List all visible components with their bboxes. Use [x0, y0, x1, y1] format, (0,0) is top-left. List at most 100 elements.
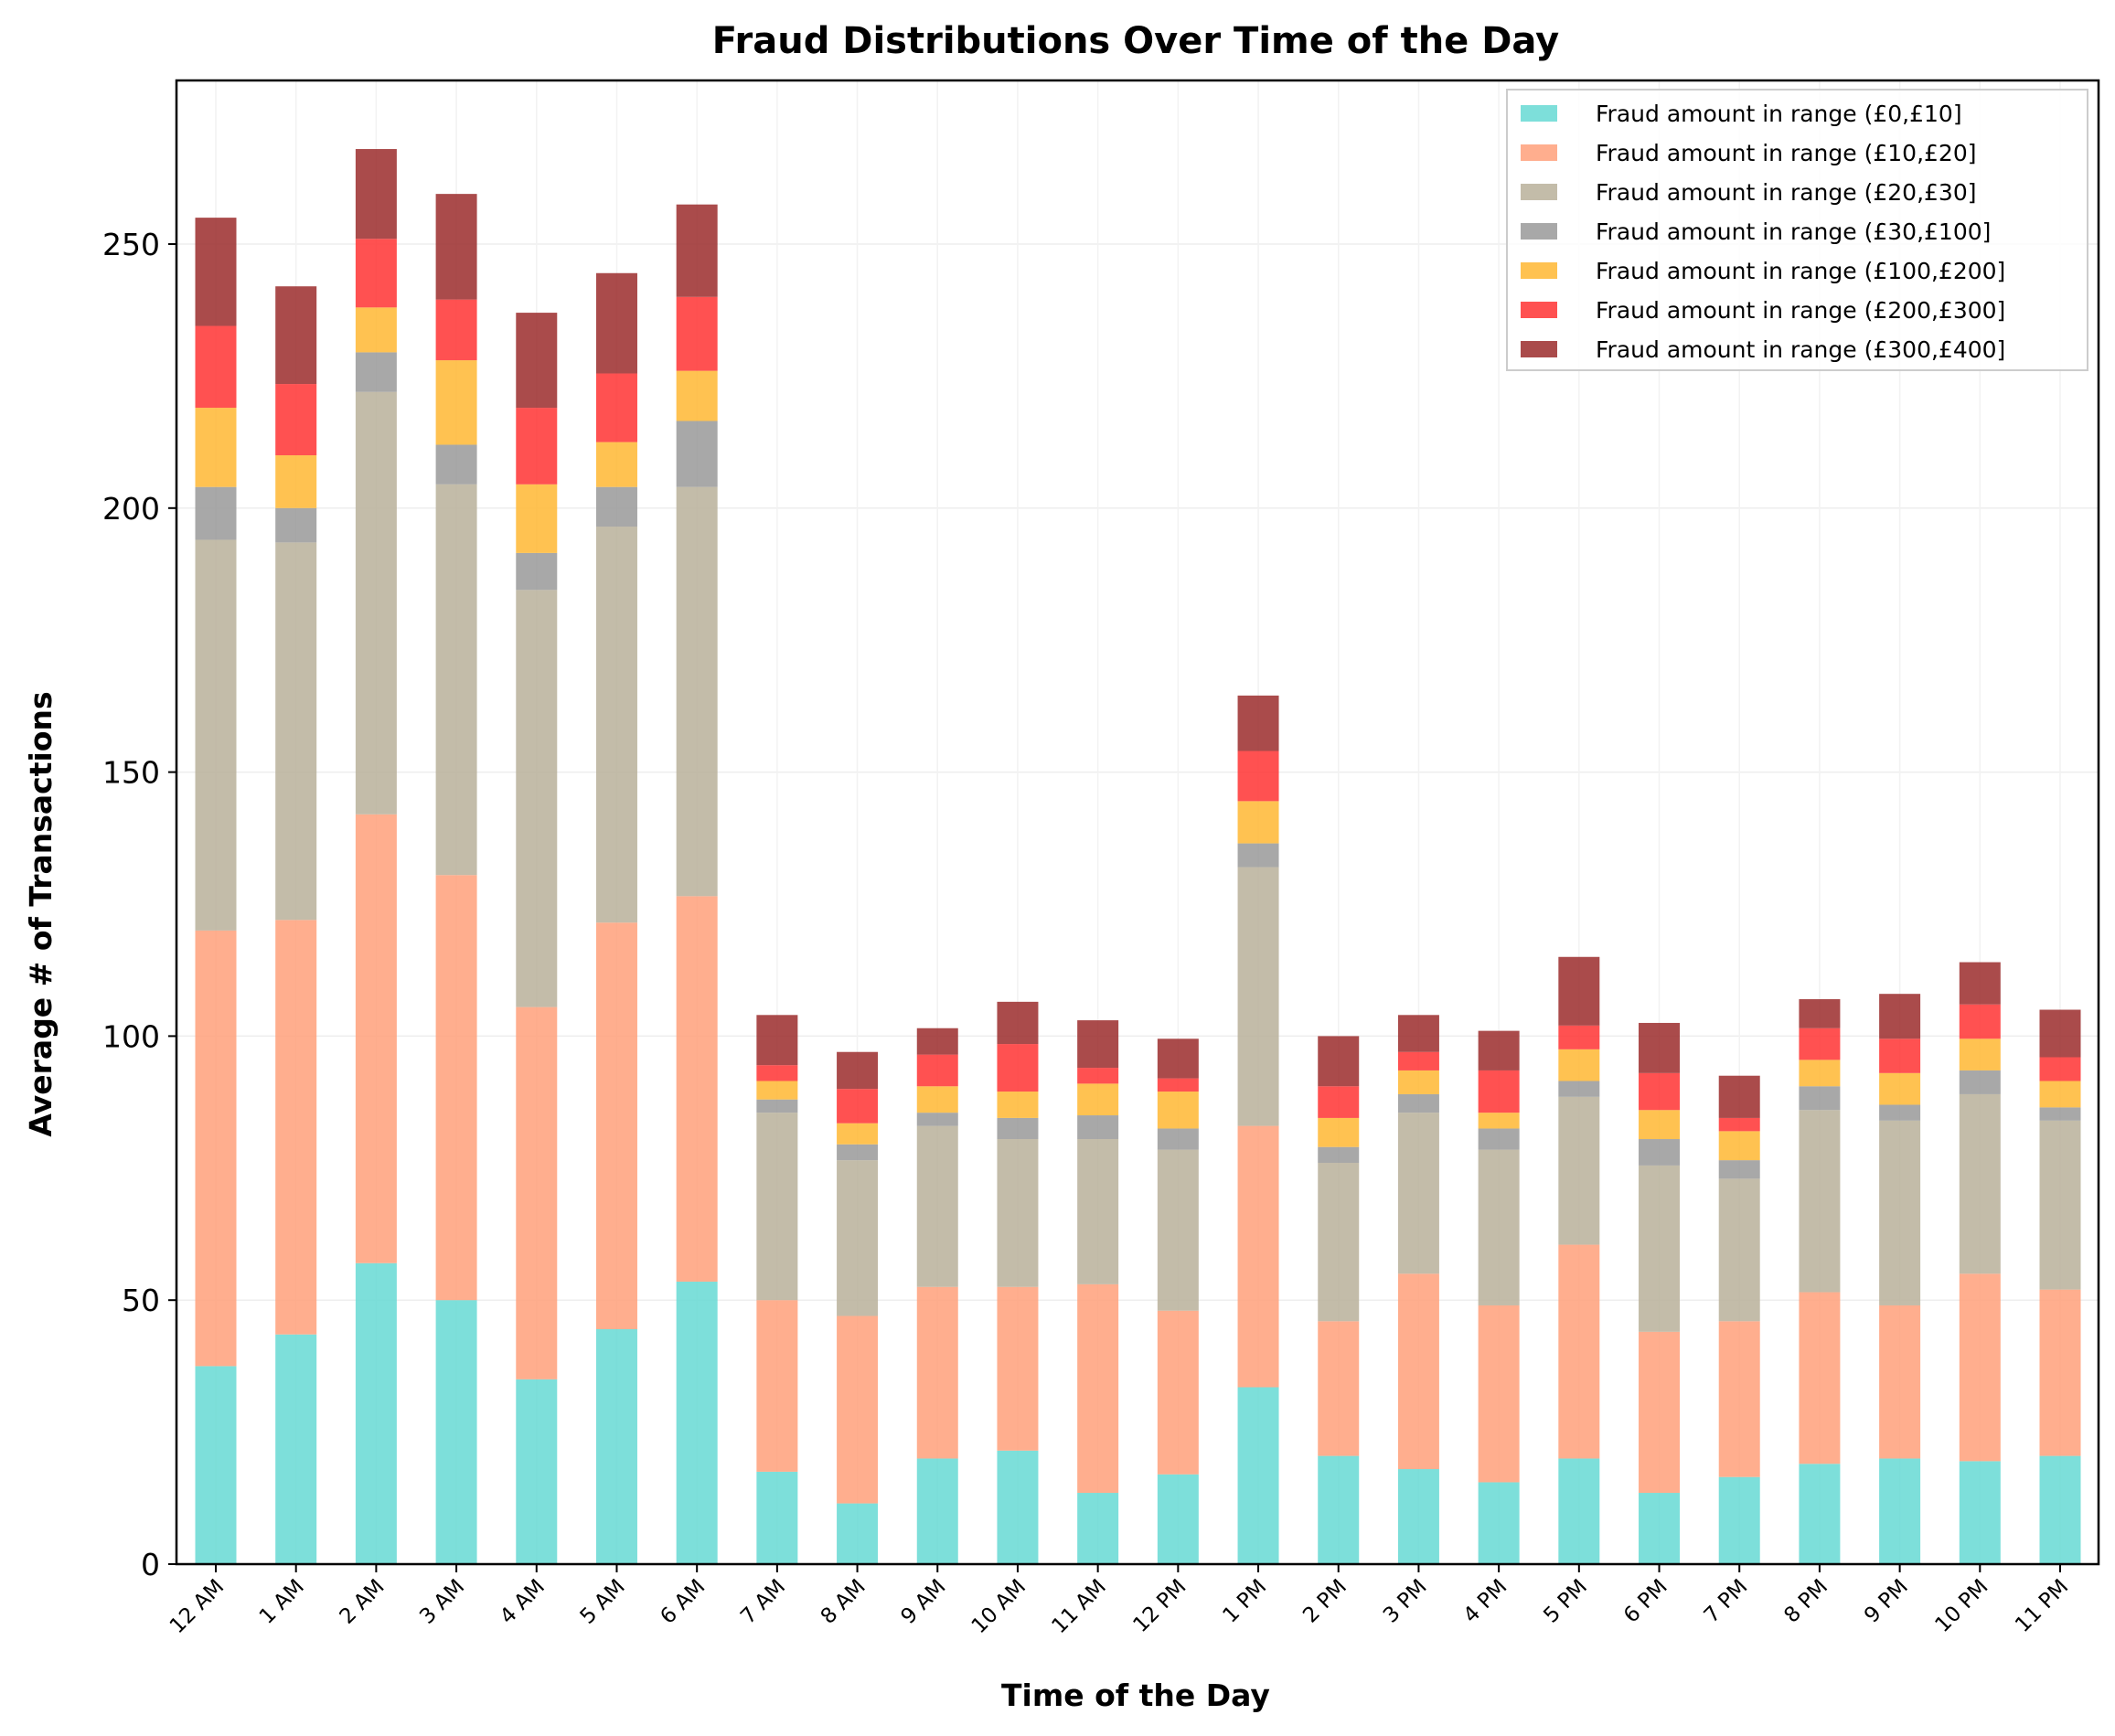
- bar-segment: [1718, 1160, 1760, 1179]
- bar-segment: [997, 1139, 1039, 1287]
- bar-segment: [756, 1113, 798, 1301]
- legend-swatch: [1521, 144, 1557, 161]
- bar-segment: [997, 1286, 1039, 1451]
- bar-segment: [916, 1054, 958, 1087]
- bar-segment: [595, 527, 637, 923]
- bar-segment: [1237, 843, 1279, 868]
- bar-segment: [837, 1051, 879, 1090]
- bar-segment: [355, 149, 397, 240]
- bar-segment: [1237, 695, 1279, 751]
- bar-segment: [1879, 1305, 1921, 1459]
- bar-segment: [837, 1503, 879, 1564]
- bar-segment: [275, 384, 317, 456]
- bar-segment: [1318, 1086, 1360, 1118]
- bar-segment: [1718, 1321, 1760, 1477]
- bar-segment: [1959, 1093, 2001, 1274]
- bar-segment: [1157, 1078, 1199, 1092]
- bar-segment: [756, 1099, 798, 1113]
- bar-segment: [676, 421, 718, 487]
- y-axis-ticks: 0 50 100 150 200 250: [102, 227, 176, 1582]
- bar-segment: [2039, 1081, 2081, 1108]
- bar-segment: [1718, 1117, 1760, 1132]
- bar-segment: [837, 1123, 879, 1145]
- bar-segment: [275, 1334, 317, 1564]
- bar-segment: [275, 920, 317, 1335]
- y-tick-label: 150: [102, 755, 160, 791]
- bar-segment: [1959, 1004, 2001, 1039]
- bar-segment: [1397, 1070, 1439, 1094]
- bar-segment: [1799, 1060, 1841, 1087]
- bar-segment: [516, 590, 558, 1007]
- bar-segment: [916, 1028, 958, 1055]
- bar-segment: [1959, 1461, 2001, 1564]
- bar-segment: [1077, 1139, 1119, 1284]
- bar-segment: [1237, 867, 1279, 1126]
- bar-segment: [916, 1086, 958, 1113]
- legend-label: Fraud amount in range (£30,£100]: [1596, 218, 1991, 245]
- bar-segment: [355, 391, 397, 815]
- bar-segment: [1478, 1149, 1520, 1305]
- bar-segment: [676, 296, 718, 371]
- y-axis-label: Average # of Transactions: [23, 691, 59, 1136]
- bar-segment: [1318, 1163, 1360, 1322]
- legend-label: Fraud amount in range (£10,£20]: [1596, 140, 1977, 166]
- bar-segment: [1639, 1072, 1681, 1111]
- bar-segment: [195, 930, 237, 1367]
- bar-segment: [195, 1366, 237, 1564]
- y-tick-label: 250: [102, 227, 160, 262]
- bar-segment: [837, 1144, 879, 1161]
- bar-segment: [1558, 1458, 1600, 1564]
- bar-segment: [435, 1300, 477, 1564]
- bar-segment: [1478, 1113, 1520, 1129]
- bar-segment: [1478, 1305, 1520, 1483]
- bar-segment: [756, 1300, 798, 1472]
- bar-segment: [435, 360, 477, 445]
- bar-segment: [516, 1006, 558, 1379]
- bar-segment: [2039, 1120, 2081, 1290]
- bar-segment: [355, 352, 397, 392]
- bar-segment: [516, 408, 558, 485]
- bar-segment: [1879, 1120, 1921, 1305]
- bar-segment: [1879, 1458, 1921, 1564]
- y-tick-label: 0: [141, 1547, 160, 1582]
- bar-segment: [2039, 1107, 2081, 1121]
- bar-segment: [1959, 1070, 2001, 1094]
- bar-segment: [756, 1065, 798, 1081]
- bar-segment: [2039, 1289, 2081, 1456]
- legend-swatch: [1521, 302, 1557, 318]
- bar-segment: [1397, 1051, 1439, 1070]
- bar-segment: [1237, 801, 1279, 844]
- bar-segment: [516, 552, 558, 591]
- bar-segment: [1077, 1068, 1119, 1084]
- bar-segment: [275, 455, 317, 508]
- bar-segment: [2039, 1057, 2081, 1081]
- bar-segment: [1959, 1038, 2001, 1070]
- bar-segment: [1799, 998, 1841, 1028]
- bar-segment: [1558, 1244, 1600, 1459]
- bar-segment: [997, 1450, 1039, 1564]
- y-tick-label: 50: [122, 1283, 160, 1318]
- bar-segment: [1397, 1469, 1439, 1564]
- bar-segment: [997, 1092, 1039, 1118]
- bar-segment: [355, 307, 397, 353]
- legend-swatch: [1521, 341, 1557, 357]
- bar-segment: [1718, 1075, 1760, 1118]
- plot-frame: [175, 79, 2100, 1566]
- bar-segment: [1879, 1038, 1921, 1073]
- bar-segment: [916, 1286, 958, 1459]
- bar-segment: [1157, 1038, 1199, 1079]
- bar-segment: [2039, 1009, 2081, 1058]
- bar-segment: [1639, 1139, 1681, 1166]
- x-axis-label: Time of the Day: [1001, 1677, 1270, 1713]
- bar-segment: [1718, 1178, 1760, 1322]
- bar-segment: [355, 814, 397, 1263]
- bar-segment: [1799, 1464, 1841, 1564]
- bar-segment: [595, 922, 637, 1329]
- bar-segment: [756, 1015, 798, 1066]
- bar-segment: [1077, 1283, 1119, 1494]
- bar-segment: [1397, 1113, 1439, 1274]
- bar-segment: [1318, 1146, 1360, 1164]
- y-tick-label: 100: [102, 1018, 160, 1054]
- bar-segment: [1318, 1117, 1360, 1147]
- bar-segment: [1077, 1083, 1119, 1116]
